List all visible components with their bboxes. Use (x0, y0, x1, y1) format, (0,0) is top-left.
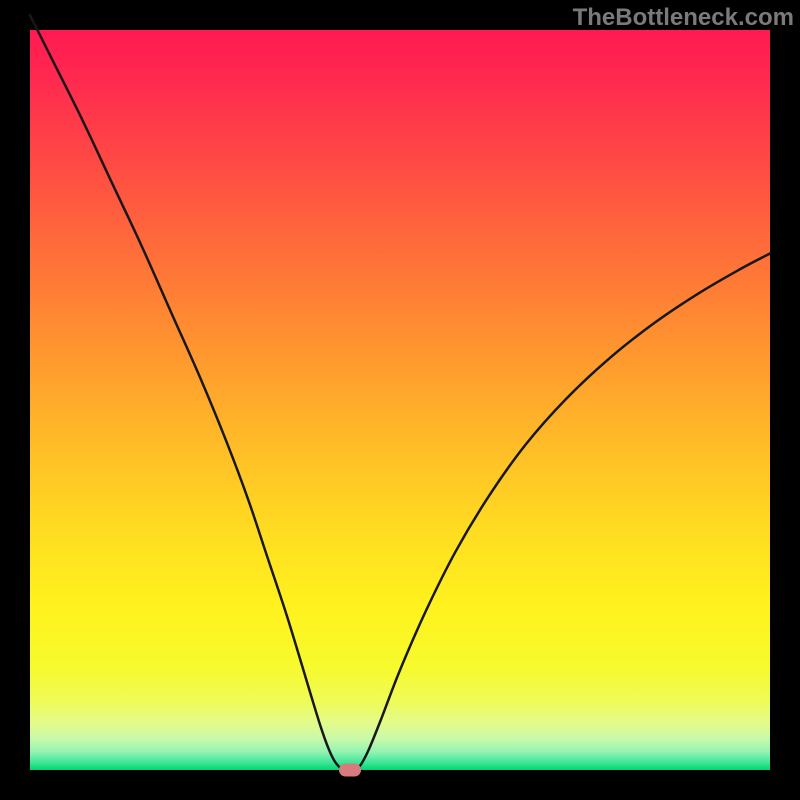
minimum-marker (339, 764, 361, 777)
chart-container: TheBottleneck.com (0, 0, 800, 800)
watermark-text: TheBottleneck.com (573, 4, 794, 32)
bottleneck-curve (30, 15, 770, 770)
plot-area (30, 30, 770, 770)
curve-layer (30, 30, 770, 770)
